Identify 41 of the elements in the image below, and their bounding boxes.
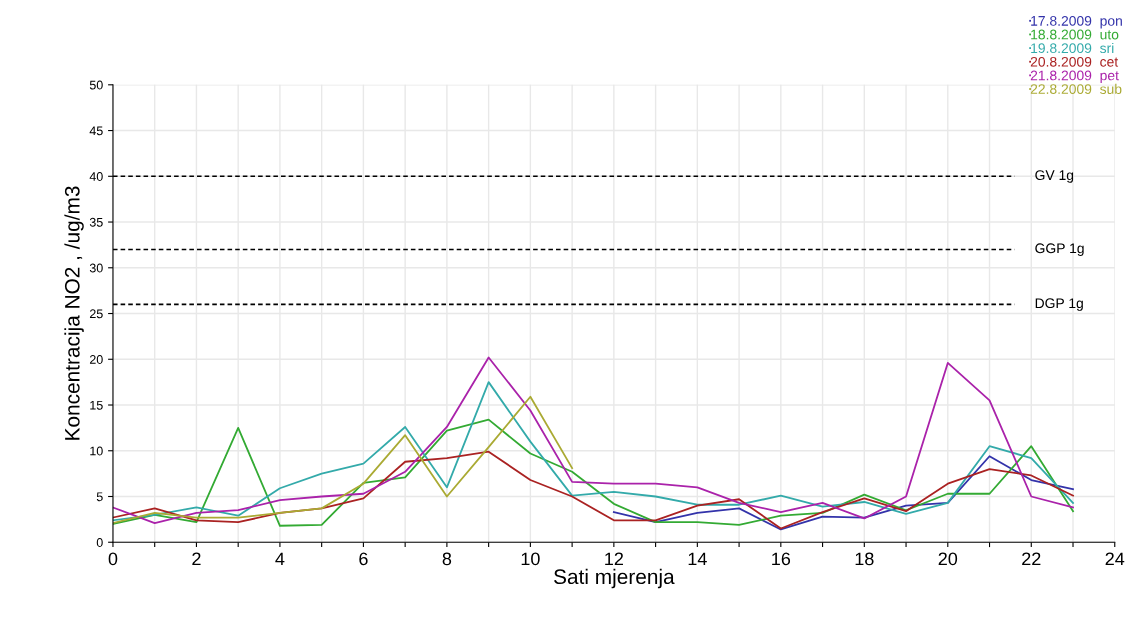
x-tick-label: 14: [688, 552, 707, 566]
line-series: [612, 455, 1074, 531]
x-axis-title: Sati mjerenja: [554, 568, 675, 589]
legend-label: 19.8.2009 sri: [1031, 42, 1114, 54]
y-tick-label: 0: [96, 538, 103, 547]
x-tick-label: 12: [605, 552, 623, 566]
x-tick-label: 20: [938, 552, 958, 566]
x-tick-label: 8: [442, 552, 452, 566]
y-tick-label: 40: [89, 172, 103, 181]
x-tick-label: 4: [275, 552, 285, 566]
x-tick-label: 16: [772, 552, 791, 566]
legend-label: 18.8.2009 uto: [1031, 29, 1119, 40]
legend-label: 21.8.2009 pet: [1030, 70, 1119, 84]
y-tick-label: 30: [89, 263, 103, 273]
legend-label: 20.8.2009 cet: [1030, 56, 1119, 67]
x-tick-label: 2: [192, 552, 201, 566]
legend-label: 17.8.2009 pon: [1031, 15, 1122, 29]
line-series: [112, 395, 574, 524]
y-axis-title: Koncentracija NO2 , /ug/m3: [64, 186, 84, 440]
x-tick-label: 0: [108, 552, 118, 566]
x-tick-label: 18: [855, 552, 874, 566]
line-series: [112, 381, 1074, 522]
x-tick-label: 6: [359, 552, 368, 566]
y-tick-label: 25: [89, 309, 103, 319]
y-tick-label: 10: [90, 446, 103, 456]
y-tick-label: 35: [89, 217, 103, 227]
line-series: [112, 356, 1074, 524]
legend-label: 22.8.2009 sub: [1030, 83, 1122, 94]
y-tick-label: 45: [89, 126, 103, 136]
y-tick-label: 15: [90, 400, 103, 410]
y-tick-label: 20: [89, 355, 103, 364]
ref-line-label: GV 1g: [1035, 170, 1074, 183]
x-tick-label: 10: [521, 552, 540, 566]
ref-line-label: GGP 1g: [1035, 243, 1084, 256]
line-series: [112, 450, 1074, 530]
x-tick-label: 24: [1105, 552, 1125, 566]
ref-line-label: DGP 1g: [1035, 298, 1083, 311]
line-series: [112, 418, 1074, 527]
x-tick-label: 22: [1022, 552, 1041, 566]
y-tick-label: 50: [89, 80, 103, 90]
y-tick-label: 5: [96, 492, 103, 502]
